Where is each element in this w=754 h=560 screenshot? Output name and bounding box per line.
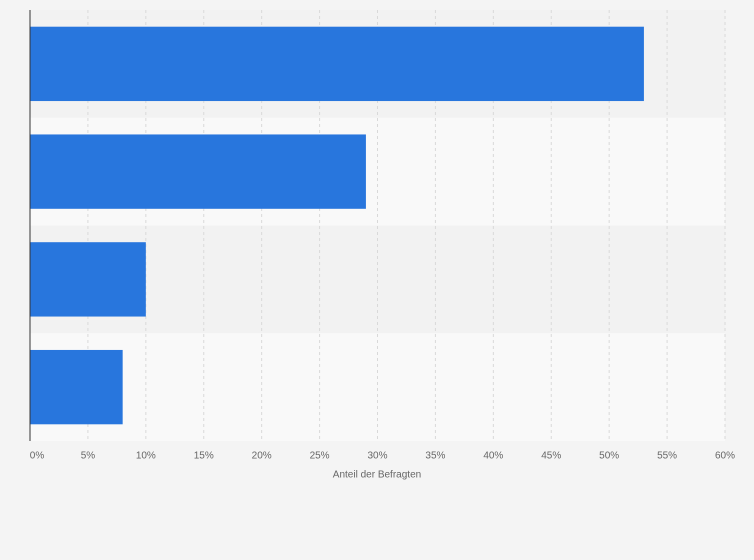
- x-tick-label: 30%: [367, 451, 387, 462]
- x-tick-label: 10%: [136, 451, 156, 462]
- x-tick-label: 25%: [310, 451, 330, 462]
- bar: [30, 134, 366, 209]
- x-tick-label: 60%: [715, 451, 735, 462]
- x-tick-label: 0%: [30, 451, 45, 462]
- x-axis-title: Anteil der Befragten: [333, 470, 421, 481]
- x-tick-label: 35%: [425, 451, 445, 462]
- x-tick-label: 15%: [194, 451, 214, 462]
- x-tick-label: 5%: [81, 451, 96, 462]
- bar: [30, 349, 123, 425]
- x-tick-label: 50%: [599, 451, 619, 462]
- x-tick-label: 45%: [541, 451, 561, 462]
- x-tick-label: 40%: [483, 451, 503, 462]
- bar: [30, 242, 146, 317]
- bar: [30, 26, 644, 102]
- x-tick-label: 20%: [252, 451, 272, 462]
- x-tick-label: 55%: [657, 451, 677, 462]
- row-band: [30, 333, 725, 441]
